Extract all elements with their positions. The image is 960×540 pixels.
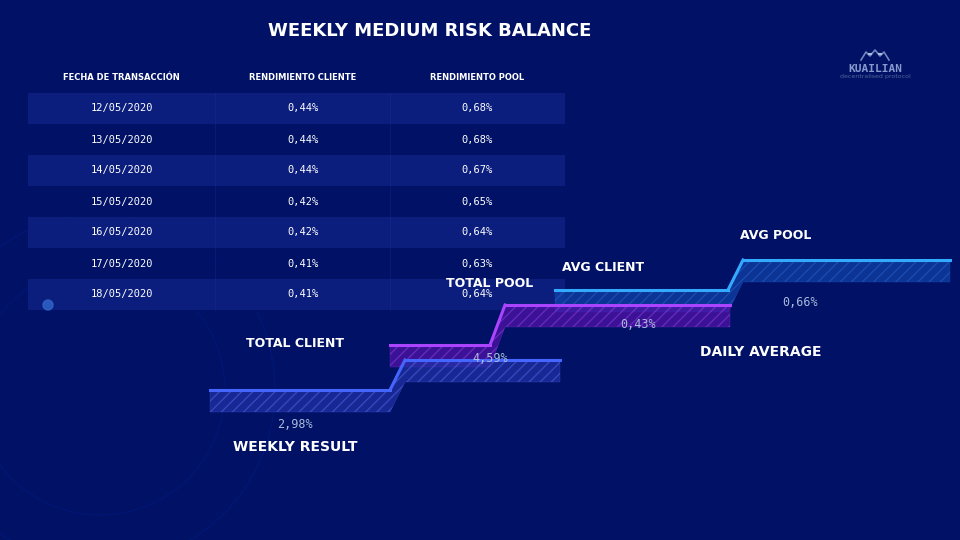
Polygon shape <box>390 305 730 367</box>
Text: WEEKLY RESULT: WEEKLY RESULT <box>232 440 357 454</box>
Circle shape <box>43 300 53 310</box>
Text: DAILY AVERAGE: DAILY AVERAGE <box>700 345 822 359</box>
FancyBboxPatch shape <box>28 186 565 217</box>
Text: 0,68%: 0,68% <box>462 134 493 145</box>
Text: 0,68%: 0,68% <box>462 104 493 113</box>
Text: 0,42%: 0,42% <box>287 197 318 206</box>
FancyBboxPatch shape <box>28 124 565 155</box>
Text: 16/05/2020: 16/05/2020 <box>90 227 153 238</box>
Text: 13/05/2020: 13/05/2020 <box>90 134 153 145</box>
Text: decentralised protocol: decentralised protocol <box>840 74 910 79</box>
Text: 18/05/2020: 18/05/2020 <box>90 289 153 300</box>
Text: 14/05/2020: 14/05/2020 <box>90 165 153 176</box>
Text: WEEKLY MEDIUM RISK BALANCE: WEEKLY MEDIUM RISK BALANCE <box>268 22 591 40</box>
Text: 0,44%: 0,44% <box>287 104 318 113</box>
Text: KUAILIAN: KUAILIAN <box>848 64 902 74</box>
Text: 0,44%: 0,44% <box>287 165 318 176</box>
FancyBboxPatch shape <box>28 248 565 279</box>
Text: AVG CLIENT: AVG CLIENT <box>562 261 644 274</box>
Text: 4,59%: 4,59% <box>472 352 508 365</box>
Text: 0,42%: 0,42% <box>287 227 318 238</box>
Text: 0,65%: 0,65% <box>462 197 493 206</box>
FancyBboxPatch shape <box>28 93 565 124</box>
Text: 0,41%: 0,41% <box>287 259 318 268</box>
FancyBboxPatch shape <box>28 217 565 248</box>
Text: FECHA DE TRANSACCIÓN: FECHA DE TRANSACCIÓN <box>63 73 180 83</box>
Text: RENDIMIENTO POOL: RENDIMIENTO POOL <box>430 73 524 83</box>
Polygon shape <box>555 260 950 312</box>
Text: 0,64%: 0,64% <box>462 289 493 300</box>
Text: 0,64%: 0,64% <box>462 227 493 238</box>
FancyBboxPatch shape <box>28 279 565 310</box>
Text: 2,98%: 2,98% <box>277 418 313 431</box>
Text: 17/05/2020: 17/05/2020 <box>90 259 153 268</box>
Text: AVG POOL: AVG POOL <box>740 229 811 242</box>
Text: 0,43%: 0,43% <box>620 318 656 331</box>
Text: 0,63%: 0,63% <box>462 259 493 268</box>
Text: 15/05/2020: 15/05/2020 <box>90 197 153 206</box>
Text: 0,44%: 0,44% <box>287 134 318 145</box>
Text: TOTAL CLIENT: TOTAL CLIENT <box>246 337 344 350</box>
Text: 0,67%: 0,67% <box>462 165 493 176</box>
Text: 0,66%: 0,66% <box>782 296 818 309</box>
Polygon shape <box>210 360 560 412</box>
Text: RENDIMIENTO CLIENTE: RENDIMIENTO CLIENTE <box>249 73 356 83</box>
FancyBboxPatch shape <box>28 155 565 186</box>
Text: TOTAL POOL: TOTAL POOL <box>446 277 534 290</box>
Text: 12/05/2020: 12/05/2020 <box>90 104 153 113</box>
Text: 0,41%: 0,41% <box>287 289 318 300</box>
